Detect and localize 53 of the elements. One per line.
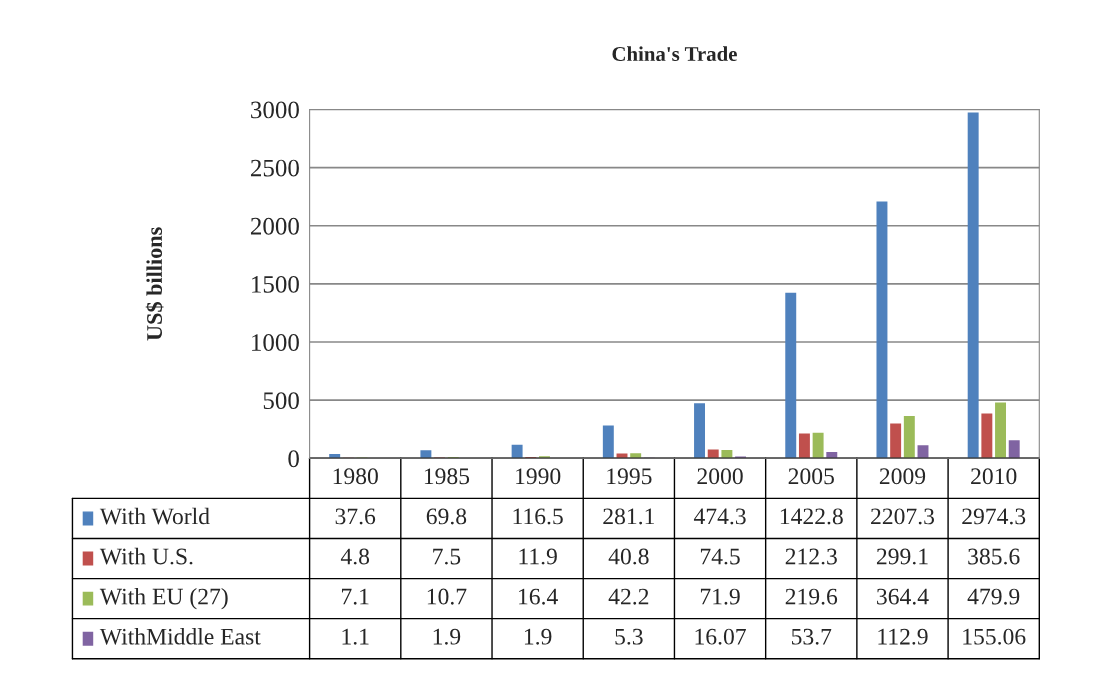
y-tick-label: 3000: [251, 101, 299, 119]
data-label: 155.06: [963, 628, 1026, 645]
data-label: 69.8: [426, 508, 467, 525]
data-label: 479.9: [967, 588, 1020, 605]
data-label: 364.4: [877, 588, 929, 605]
data-label: 16.4: [519, 588, 558, 605]
data-label: 53.7: [791, 628, 832, 645]
legend-label: With EU (27): [99, 587, 228, 610]
data-label: 16.07: [695, 628, 746, 645]
x-tick-label: 1980: [333, 468, 378, 485]
x-tick-label: 2000: [697, 468, 743, 485]
data-label: 281.1: [603, 508, 654, 525]
data-label: 299.1: [876, 548, 928, 565]
y-tick-label: 2500: [250, 159, 299, 177]
y-tick-label: 1000: [252, 334, 299, 351]
data-label: 7.1: [342, 588, 369, 605]
y-tick-label: 2000: [250, 217, 299, 235]
data-label: 1.9: [433, 628, 461, 645]
data-label: 1.1: [342, 628, 369, 645]
y-tick-label: 0: [288, 450, 299, 468]
data-label: 40.8: [608, 548, 649, 565]
data-label: 37.6: [335, 508, 376, 525]
data-label: 219.6: [785, 588, 838, 605]
data-label: 74.5: [700, 548, 740, 565]
data-label: 212.3: [785, 548, 837, 565]
data-label: 7.5: [433, 548, 461, 565]
data-label: 474.3: [693, 508, 746, 525]
data-label: 1.9: [524, 628, 552, 645]
y-tick-label: 1500: [252, 275, 299, 293]
y-tick-label: 500: [263, 392, 299, 410]
y-axis-title: US$ billions: [145, 227, 164, 341]
x-tick-label: 1985: [424, 468, 470, 485]
legend-label: With U.S.: [99, 547, 193, 565]
x-tick-label: 2010: [971, 468, 1017, 485]
x-tick-label: 1990: [516, 468, 561, 485]
data-label: 2207.3: [871, 508, 935, 525]
data-label: 1422.8: [780, 508, 843, 525]
x-tick-label: 2009: [879, 468, 926, 485]
data-label: 42.2: [608, 588, 649, 605]
x-tick-label: 1995: [607, 468, 652, 485]
data-label: 385.6: [968, 548, 1020, 565]
legend-label: WithMiddle East: [99, 628, 261, 645]
data-label: 4.8: [340, 548, 370, 565]
legend-label: With World: [99, 507, 210, 525]
data-label: 2974.3: [962, 508, 1026, 525]
chart-title: China's Trade: [612, 46, 737, 62]
data-label: 10.7: [427, 588, 467, 605]
data-label: 71.9: [700, 588, 740, 605]
data-label: 11.9: [519, 548, 557, 565]
data-label: 112.9: [878, 628, 928, 645]
data-label: 5.3: [615, 628, 643, 645]
x-tick-label: 2005: [788, 468, 834, 485]
data-label: 116.5: [513, 508, 563, 525]
